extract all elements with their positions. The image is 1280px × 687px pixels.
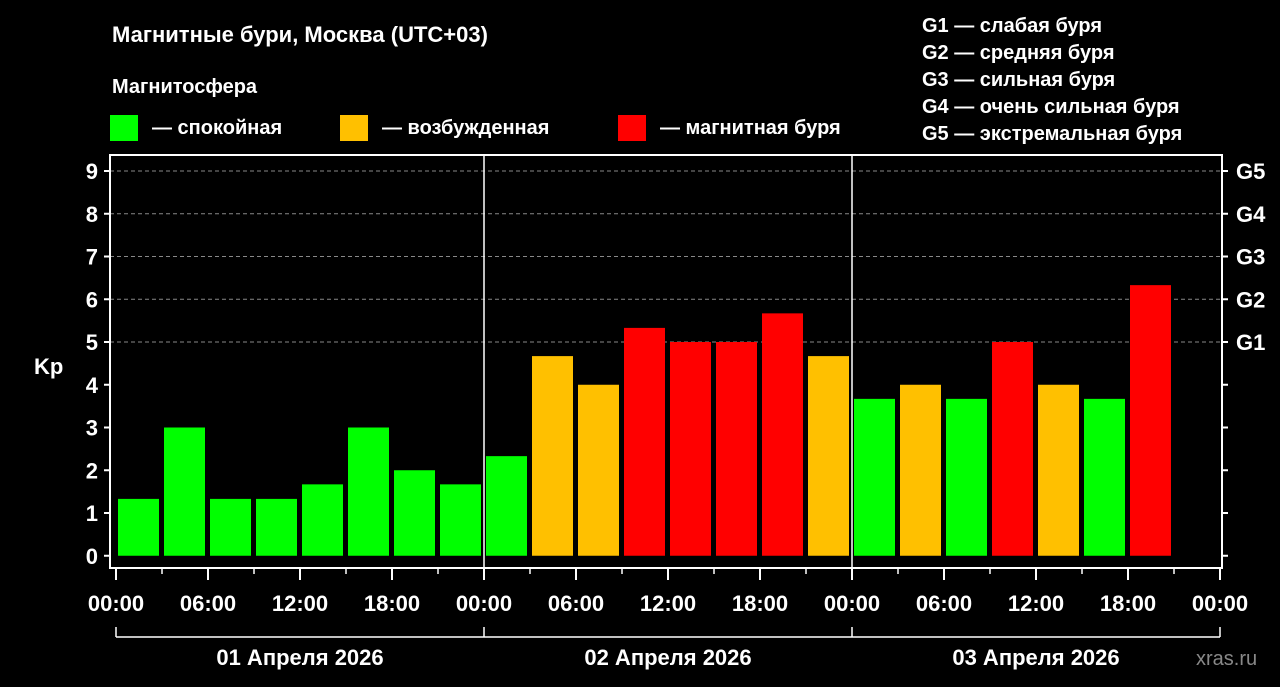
x-tick-label: 06:00 xyxy=(916,591,972,616)
legend-swatch xyxy=(110,115,138,141)
x-tick-label: 12:00 xyxy=(1008,591,1064,616)
bar xyxy=(164,427,205,556)
x-tick-label: 12:00 xyxy=(640,591,696,616)
bar xyxy=(210,498,251,556)
x-tick-label: 12:00 xyxy=(272,591,328,616)
bar xyxy=(900,384,941,556)
bar xyxy=(808,356,849,556)
plot-frame xyxy=(109,154,1223,569)
x-tick-label: 18:00 xyxy=(732,591,788,616)
bar xyxy=(394,470,435,556)
bar xyxy=(578,384,619,556)
legend-swatch xyxy=(618,115,646,141)
x-tick-label: 00:00 xyxy=(88,591,144,616)
bar xyxy=(486,456,527,556)
x-tick-label: 06:00 xyxy=(548,591,604,616)
y-tick-label: 9 xyxy=(86,159,98,184)
g-tick-label: G1 xyxy=(1236,330,1265,355)
legend-label: — спокойная xyxy=(152,117,282,139)
x-tick-label: 06:00 xyxy=(180,591,236,616)
y-tick-label: 0 xyxy=(86,544,98,569)
bar xyxy=(716,342,757,556)
g-legend-item: G1 — слабая буря xyxy=(922,15,1102,37)
bar xyxy=(624,327,665,556)
bar xyxy=(670,342,711,556)
bar xyxy=(992,342,1033,556)
bar xyxy=(256,498,297,556)
bar xyxy=(440,484,481,556)
chart-title: Магнитные бури, Москва (UTC+03) xyxy=(112,22,488,47)
x-tick-label: 18:00 xyxy=(1100,591,1156,616)
day-label: 01 Апреля 2026 xyxy=(216,645,383,670)
y-tick-label: 1 xyxy=(86,501,98,526)
bar xyxy=(762,313,803,556)
legend-label: — возбужденная xyxy=(382,117,549,139)
y-tick-label: 7 xyxy=(86,245,98,270)
x-tick-label: 00:00 xyxy=(824,591,880,616)
y-tick-label: 3 xyxy=(86,416,98,441)
bar xyxy=(118,498,159,556)
x-tick-label: 18:00 xyxy=(364,591,420,616)
y-tick-label: 5 xyxy=(86,330,98,355)
bar xyxy=(1084,398,1125,556)
y-axis-label: Kp xyxy=(34,354,63,379)
g-legend-item: G3 — сильная буря xyxy=(922,69,1115,91)
x-tick-label: 00:00 xyxy=(1192,591,1248,616)
bar xyxy=(348,427,389,556)
y-tick-label: 6 xyxy=(86,287,98,312)
bar xyxy=(1130,285,1171,556)
legend-title: Магнитосфера xyxy=(112,76,258,98)
bar xyxy=(854,398,895,556)
legend-swatch xyxy=(340,115,368,141)
y-tick-label: 4 xyxy=(86,373,99,398)
y-tick-label: 2 xyxy=(86,458,98,483)
watermark: xras.ru xyxy=(1196,648,1257,670)
g-tick-label: G4 xyxy=(1236,202,1266,227)
day-label: 03 Апреля 2026 xyxy=(952,645,1119,670)
y-tick-label: 8 xyxy=(86,202,98,227)
bar xyxy=(532,356,573,556)
g-legend-item: G2 — средняя буря xyxy=(922,42,1115,64)
g-tick-label: G3 xyxy=(1236,245,1265,270)
day-label: 02 Апреля 2026 xyxy=(584,645,751,670)
g-legend-item: G5 — экстремальная буря xyxy=(922,123,1182,145)
legend-label: — магнитная буря xyxy=(660,117,841,139)
bar xyxy=(302,484,343,556)
g-tick-label: G2 xyxy=(1236,287,1265,312)
bar xyxy=(1038,384,1079,556)
g-legend-item: G4 — очень сильная буря xyxy=(922,96,1180,118)
g-tick-label: G5 xyxy=(1236,159,1265,184)
bar xyxy=(946,398,987,556)
x-tick-label: 00:00 xyxy=(456,591,512,616)
